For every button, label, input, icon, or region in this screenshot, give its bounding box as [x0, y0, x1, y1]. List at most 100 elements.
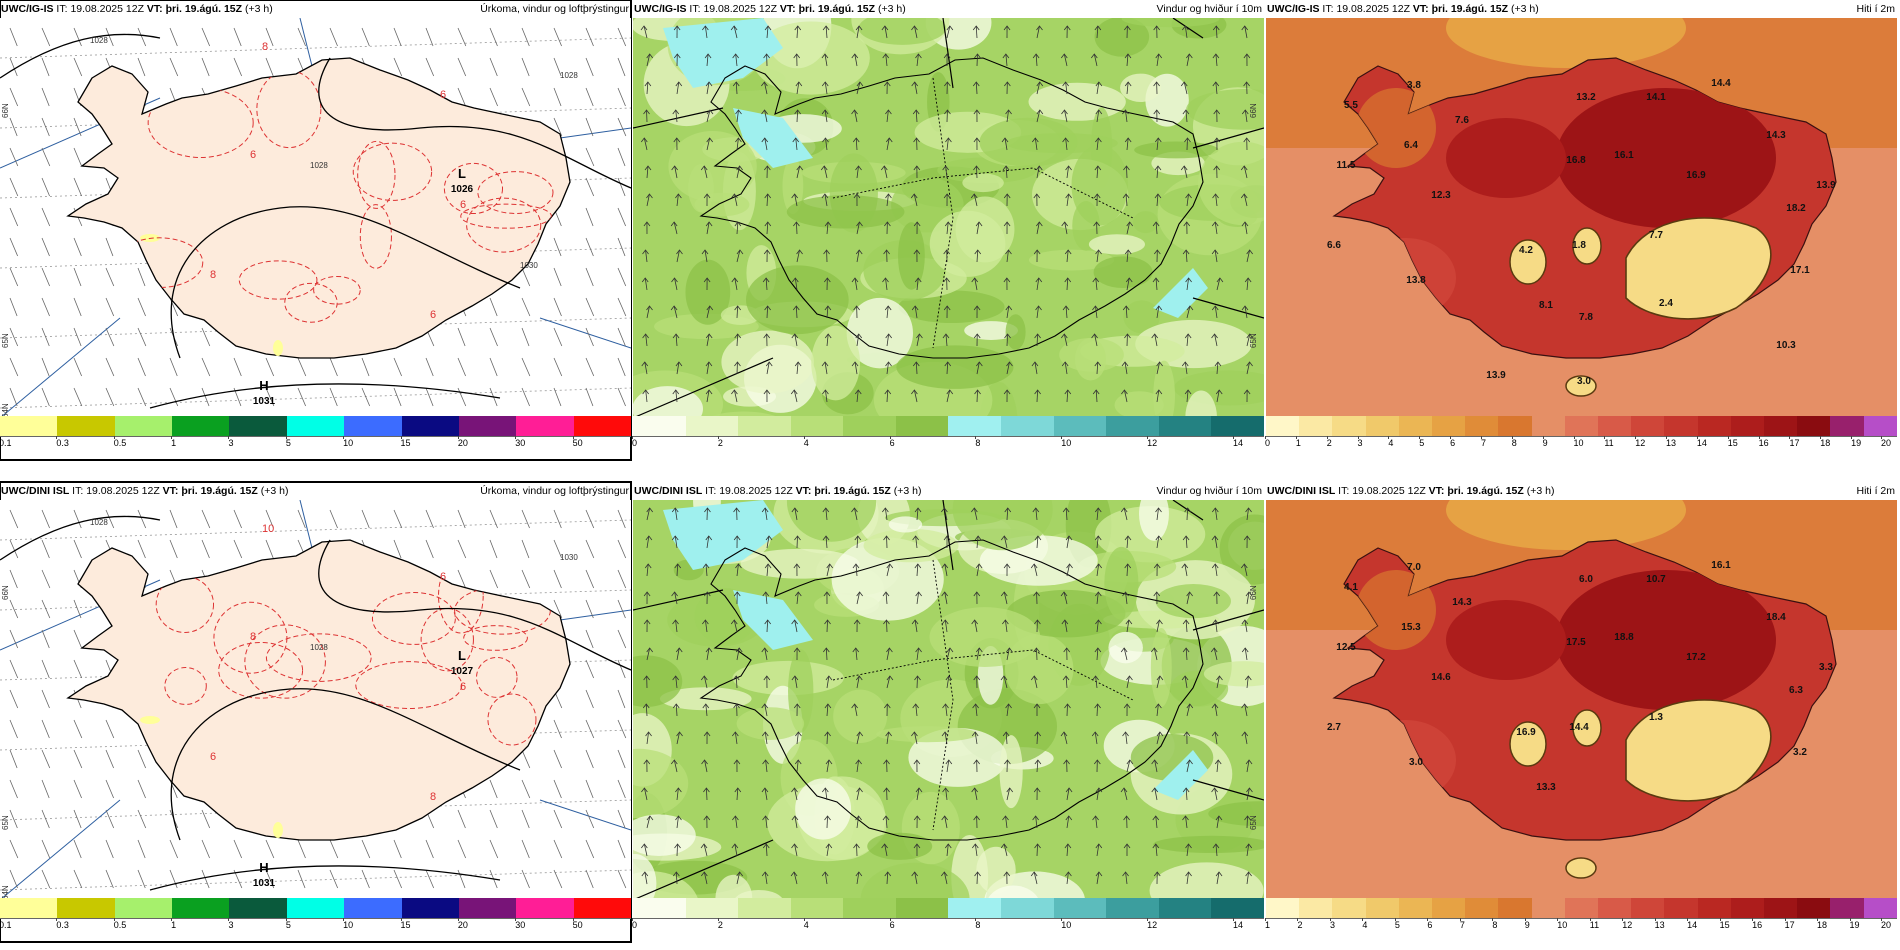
lead-offset: (+3 h) — [1510, 3, 1539, 15]
scale-tick-label: 0.1 — [0, 920, 12, 930]
it-label: IT: — [1322, 3, 1334, 15]
scale-tick-label: 7 — [1459, 918, 1465, 930]
scale-swatch — [1266, 416, 1300, 436]
latitude-label: 65N — [1249, 815, 1258, 830]
vt-value: þri. 19.ágú. 15Z — [798, 3, 876, 15]
scale-swatch — [895, 416, 949, 436]
it-label: IT: — [72, 485, 84, 497]
scale-swatch — [114, 898, 173, 918]
temperature-label: 2.7 — [1327, 722, 1341, 733]
scale-swatch — [229, 898, 287, 918]
scale-tick-label: 9 — [1524, 918, 1530, 930]
land-outline — [699, 539, 1204, 841]
scale-tick-label: 12 — [1635, 436, 1646, 448]
scale-swatch — [738, 416, 791, 436]
scale-swatch — [57, 898, 115, 918]
panel-header: UWC/IG-IS IT: 19.08.2025 12Z VT: þri. 19… — [633, 0, 1264, 18]
lead-offset: (+3 h) — [1526, 485, 1555, 497]
vt-label: VT: — [779, 3, 796, 15]
temperature-label: 7.7 — [1649, 230, 1663, 241]
temperature-label: 17.2 — [1686, 652, 1706, 663]
scale-swatch — [895, 898, 949, 918]
panel-ig-precip[interactable]: UWC/IG-IS IT: 19.08.2025 12Z VT: þri. 19… — [0, 0, 632, 461]
temperature-label: 8.1 — [1539, 300, 1553, 311]
scale-swatch — [1797, 898, 1831, 918]
scale-tick-label: 2 — [1297, 918, 1303, 930]
temperature-label: 16.9 — [1686, 170, 1706, 181]
scale-tick-label: 20 — [1881, 918, 1892, 930]
scale-tick-label: 15 — [1719, 918, 1730, 930]
temperature-label: 16.1 — [1614, 150, 1634, 161]
precip-contour-label: 6 — [430, 309, 436, 321]
scale-tick-label: 12 — [1622, 918, 1633, 930]
lead-offset: (+3 h) — [260, 485, 289, 497]
scale-tick-label: 4 — [803, 436, 809, 448]
temperature-label: 14.1 — [1646, 92, 1666, 103]
scale-swatch — [1730, 898, 1765, 918]
isobar-label: 1028 — [90, 36, 108, 45]
map-area[interactable]: 66N 65N — [633, 500, 1264, 916]
scale-swatch — [1365, 416, 1399, 436]
temperature-label: 6.6 — [1327, 240, 1341, 251]
scale-swatch — [1764, 898, 1798, 918]
temperature-label: 1.8 — [1572, 240, 1586, 251]
scale-swatch — [1830, 898, 1864, 918]
temperature-label: 5.5 — [1344, 100, 1358, 111]
color-scale: 0 2 4 6 8 10 12 14 — [632, 416, 1264, 448]
temperature-label: 6.0 — [1579, 574, 1593, 585]
scale-swatch — [1053, 416, 1107, 436]
map-area[interactable]: 10281030102810686686L1027H103166N65N64N — [0, 500, 631, 916]
scale-tick-label: 18 — [1817, 918, 1828, 930]
scale-ticks: 0.1 0.3 0.5 1 3 5 10 15 20 30 50 — [0, 918, 631, 930]
map-area[interactable]: 4.1 7.0 14.3 6.0 10.7 16.1 12.5 15.3 17.5 18.8 17.… — [1266, 500, 1897, 916]
scale-tick-label: 5 — [1394, 918, 1400, 930]
scale-swatch — [790, 416, 844, 436]
scale-swatch — [1664, 416, 1698, 436]
precip-contour-label: 6 — [460, 681, 466, 693]
scale-swatch — [1830, 416, 1864, 436]
it-value: 19.08.2025 12Z — [1352, 485, 1426, 497]
scale-swatch — [1001, 416, 1054, 436]
temperature-label: 3.0 — [1409, 757, 1423, 768]
map-area[interactable]: 5.5 3.8 7.6 13.2 14.1 14.4 11.5 6.4 16.8 16.1 16.9… — [1266, 18, 1897, 434]
panel-ig-wind[interactable]: UWC/IG-IS IT: 19.08.2025 12Z VT: þri. 19… — [632, 0, 1264, 460]
panel-dini-wind[interactable]: UWC/DINI ISL IT: 19.08.2025 12Z VT: þri.… — [632, 482, 1264, 942]
temperature-label: 4.2 — [1519, 245, 1533, 256]
scale-tick-label: 15 — [400, 918, 411, 930]
vt-label: VT: — [1428, 485, 1445, 497]
scale-swatch — [1531, 416, 1565, 436]
scale-tick-label: 5 — [1419, 436, 1425, 448]
temperature-label: 11.5 — [1337, 160, 1356, 171]
scale-tick-label: 17 — [1789, 436, 1800, 448]
scale-swatch — [1053, 898, 1107, 918]
latitude-label: 66N — [1, 585, 10, 600]
scale-swatch — [1697, 416, 1731, 436]
scale-tick-label: 1 — [171, 918, 177, 930]
scale-tick-label: 1 — [1265, 918, 1271, 930]
panel-ig-temp[interactable]: UWC/IG-IS IT: 19.08.2025 12Z VT: þri. 19… — [1265, 0, 1897, 460]
temperature-label: 13.2 — [1576, 92, 1596, 103]
land-outline — [699, 57, 1204, 359]
scale-tick-label: 2 — [717, 918, 723, 930]
panel-dini-temp[interactable]: UWC/DINI ISL IT: 19.08.2025 12Z VT: þri.… — [1265, 482, 1897, 942]
scale-tick-label: 10 — [1557, 918, 1568, 930]
scale-tick-label: 6 — [1450, 436, 1456, 448]
temperature-label: 6.4 — [1404, 140, 1418, 151]
scale-tick-label: 3 — [1357, 436, 1363, 448]
temperature-label: 1.3 — [1649, 712, 1663, 723]
panel-dini-precip[interactable]: UWC/DINI ISL IT: 19.08.2025 12Z VT: þri.… — [0, 481, 632, 943]
scale-swatch — [286, 898, 345, 918]
scale-tick-label: 0.5 — [113, 436, 127, 448]
scale-ticks: 0.1 0.3 0.5 1 3 5 10 15 20 30 50 — [0, 436, 631, 448]
temperature-label: 12.5 — [1336, 642, 1356, 653]
it-label: IT: — [56, 3, 68, 15]
scale-swatch — [573, 416, 631, 436]
scale-tick-label: 20 — [1881, 436, 1892, 448]
map-area[interactable]: 10281028102810308666866L1026H103166N65N6… — [0, 18, 631, 434]
temperature-label: 3.8 — [1407, 80, 1421, 91]
panel-header: UWC/DINI ISL IT: 19.08.2025 12Z VT: þri.… — [1266, 482, 1897, 500]
map-area[interactable]: 66N 65N — [633, 18, 1264, 434]
temperature-label: 13.9 — [1816, 180, 1836, 191]
precip-contour-label: 8 — [210, 269, 216, 281]
temperature-label: 7.6 — [1455, 115, 1469, 126]
